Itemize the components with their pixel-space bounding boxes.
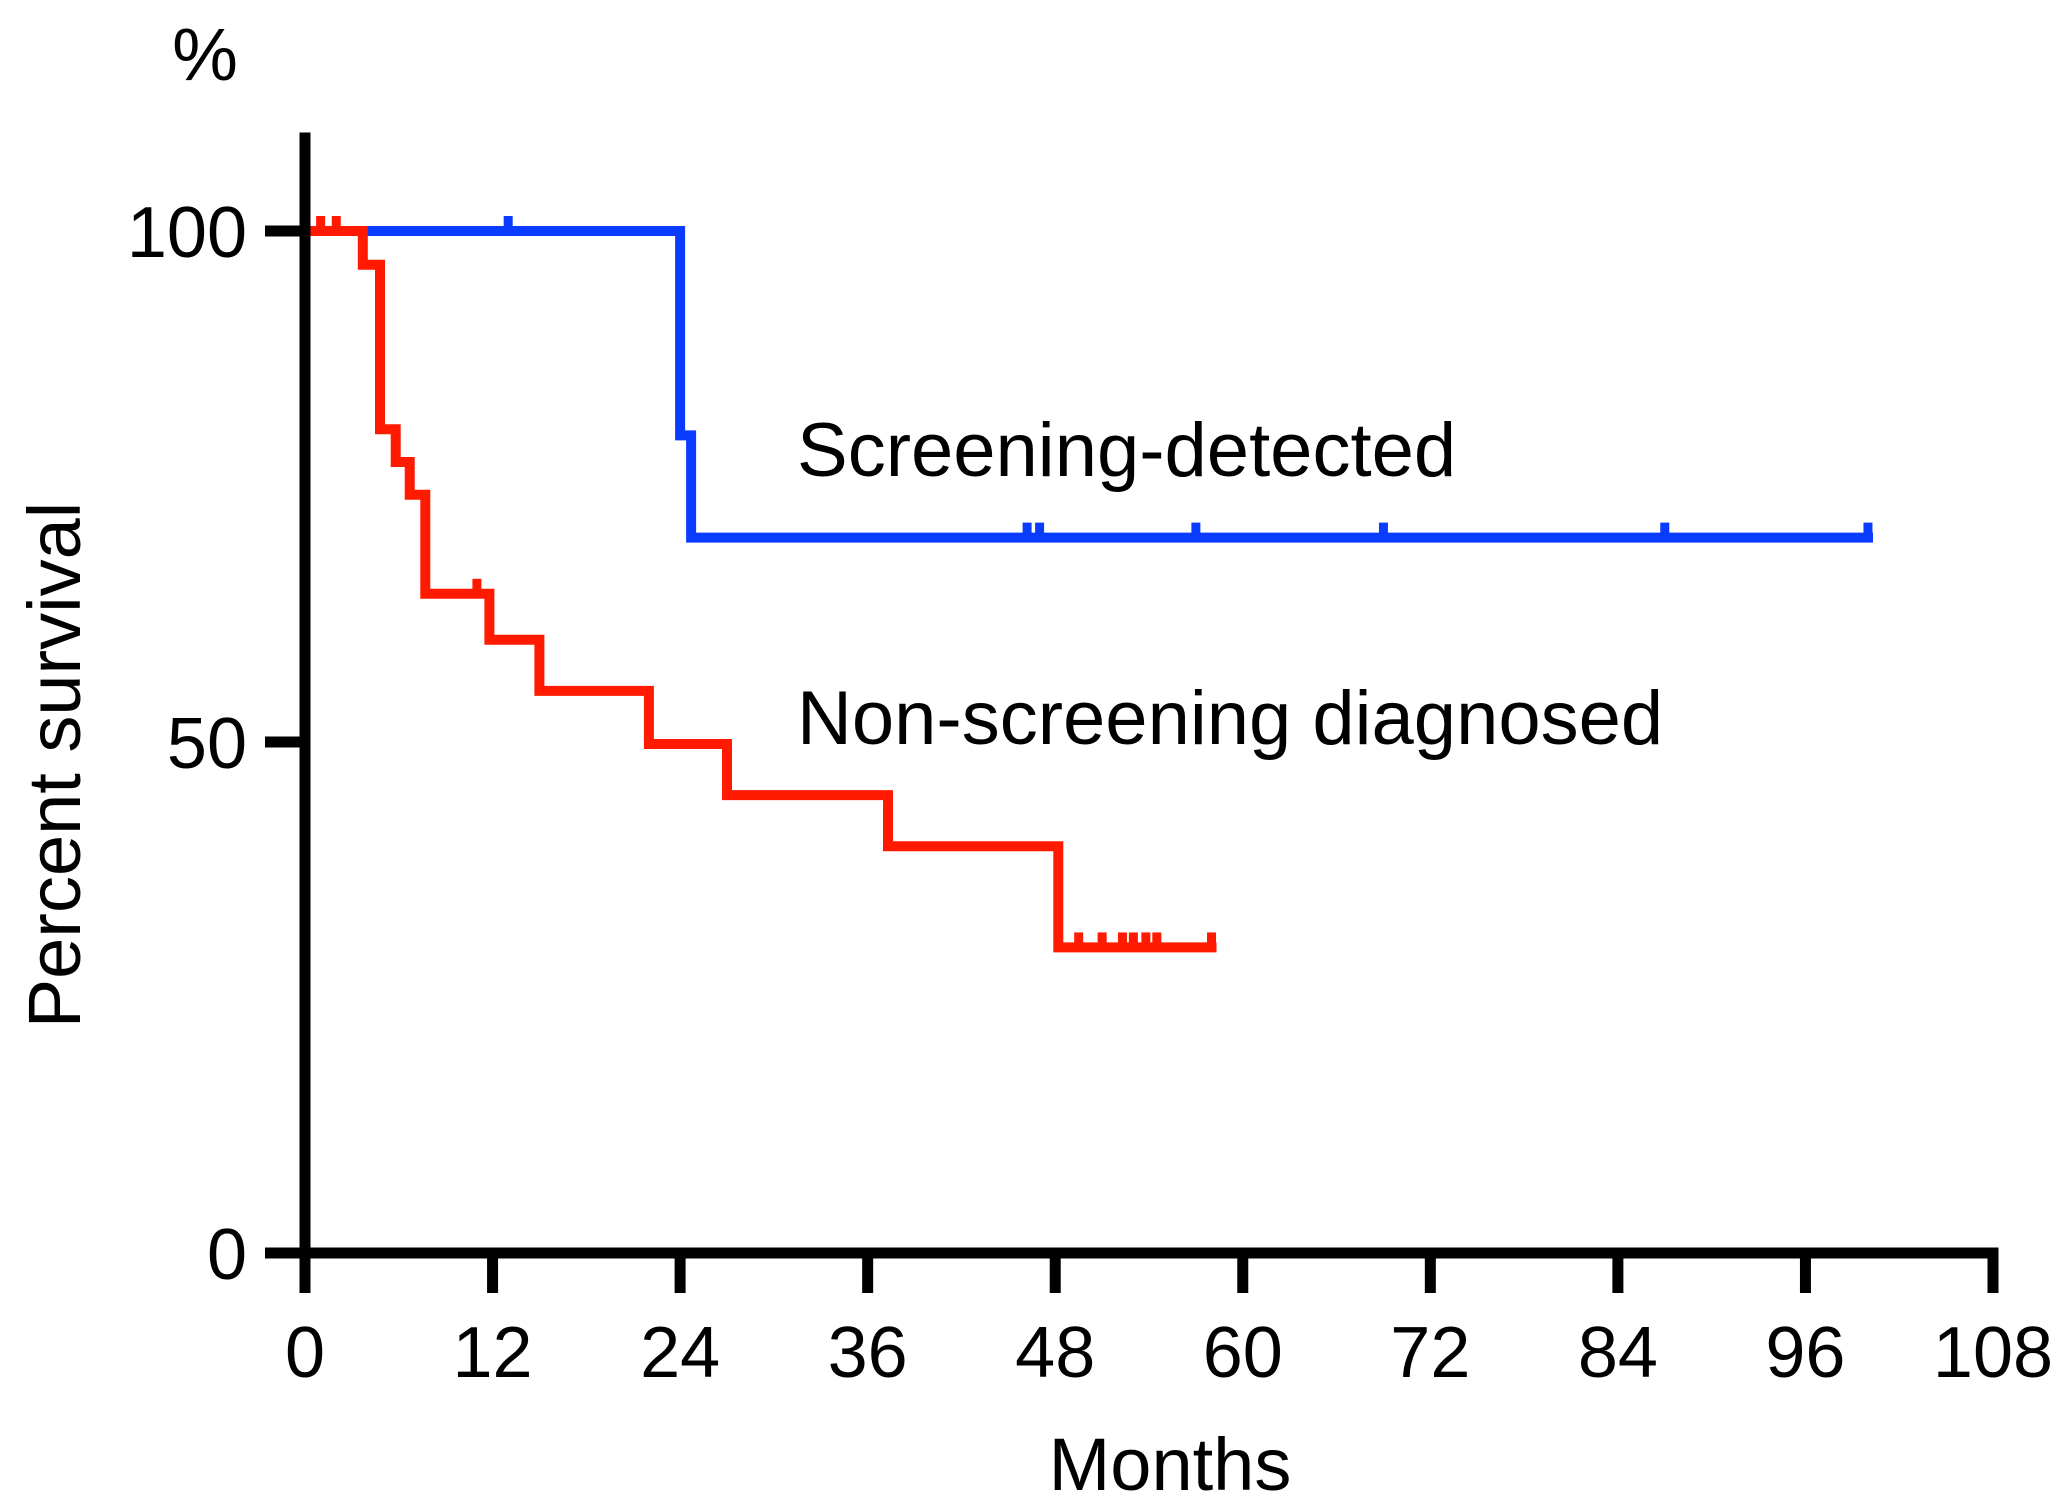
series-line-non-screening-diagnosed bbox=[300, 226, 1217, 953]
y-tick-label: 0 bbox=[207, 1215, 247, 1295]
x-axis-title: Months bbox=[1049, 1423, 1292, 1506]
y-unit-label: % bbox=[172, 13, 238, 96]
x-tick-label: 24 bbox=[640, 1313, 720, 1393]
ticks-layer: 0 12 24 36 48 60 72 84 96 108 0 50 100 bbox=[127, 193, 2053, 1393]
series-label-non-screening-diagnosed: Non-screening diagnosed bbox=[797, 676, 1663, 761]
x-tick-label: 36 bbox=[828, 1313, 908, 1393]
y-tick-label: 50 bbox=[167, 704, 247, 784]
x-tick-label: 12 bbox=[453, 1313, 533, 1393]
x-tick-label: 72 bbox=[1390, 1313, 1470, 1393]
x-tick-label: 48 bbox=[1015, 1313, 1095, 1393]
series-line-screening-detected bbox=[300, 226, 1873, 543]
series-layer bbox=[300, 216, 1873, 953]
series-label-screening-detected: Screening-detected bbox=[797, 408, 1456, 493]
y-axis-title: Percent survival bbox=[13, 502, 96, 1028]
series-non-screening-diagnosed bbox=[300, 216, 1217, 953]
x-tick-label: 0 bbox=[285, 1313, 325, 1393]
axes-layer bbox=[291, 132, 1999, 1259]
x-tick-label: 60 bbox=[1203, 1313, 1283, 1393]
x-tick-label: 108 bbox=[1933, 1313, 2053, 1393]
x-tick-label: 96 bbox=[1765, 1313, 1845, 1393]
series-screening-detected bbox=[300, 216, 1873, 543]
y-tick-label: 100 bbox=[127, 193, 247, 273]
x-tick-label: 84 bbox=[1578, 1313, 1658, 1393]
